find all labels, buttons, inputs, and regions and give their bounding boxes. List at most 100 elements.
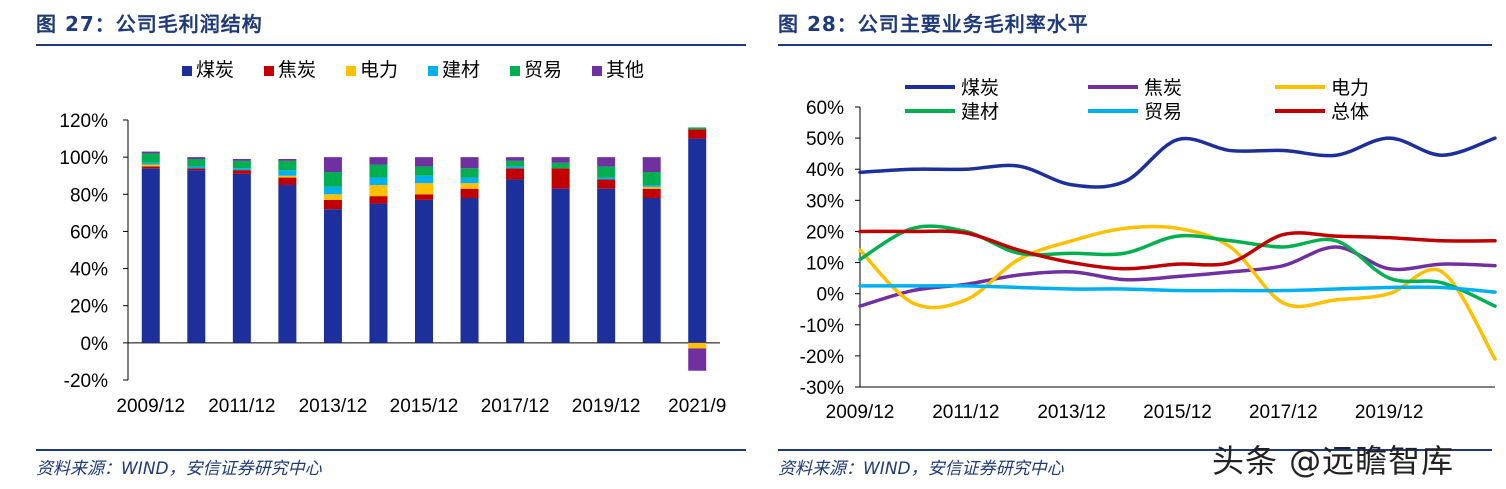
bar-segment-其他-2009/12 — [141, 151, 160, 154]
bar-segment-焦炭-2014/12 — [369, 196, 388, 204]
bar-segment-焦炭-2020/12 — [642, 188, 661, 198]
bar-segment-建材-2019/12 — [597, 177, 616, 180]
bar-segment-贸易-2021/9 — [688, 127, 707, 130]
y-tick-label: -10% — [800, 316, 844, 337]
legend-label-5: 其他 — [606, 59, 644, 81]
x-tick-label: 2015/12 — [1143, 402, 1212, 423]
bar-segment-其他-2010/12 — [187, 157, 206, 159]
legend-label-5: 总体 — [1331, 101, 1369, 123]
bar-segment-焦炭-2017/12 — [506, 168, 525, 180]
y-tick-label: 0% — [81, 334, 109, 355]
bar-segment-建材-2013/12 — [323, 186, 342, 195]
x-tick-label: 2019/12 — [1355, 402, 1424, 423]
series-line-总体 — [858, 229, 1497, 271]
legend-label-3: 建材 — [442, 59, 480, 81]
bar-segment-贸易-2014/12 — [369, 164, 388, 178]
right-chart-panel: 图 28：公司主要业务毛利率水平 煤炭 焦炭 电力 建材 贸易 总体 60% 50% 40% 30… — [770, 0, 1506, 489]
y-tick-label: 0% — [817, 285, 845, 306]
left-title-divider — [36, 44, 746, 46]
x-tick-label: 2017/12 — [1249, 402, 1318, 423]
legend-label-0: 煤炭 — [196, 59, 234, 81]
bar-segment-建材-2012/12 — [278, 170, 297, 176]
bar-segment-煤炭-2014/12 — [369, 203, 388, 343]
bar-segment-其他-2015/12 — [415, 157, 433, 167]
bar-segment-煤炭-2011/12 — [232, 173, 251, 343]
left-source-note: 资料来源：WIND，安信证券研究中心 — [36, 459, 322, 479]
bar-segment-煤炭-2021/9 — [688, 138, 707, 343]
x-tick-label: 2011/12 — [208, 396, 275, 417]
bar-segment-建材-2010/12 — [187, 166, 206, 169]
bar-segment-电力-2020/12 — [642, 186, 661, 189]
left-chart-panel: 图 27：公司毛利润结构 煤炭 焦炭 电力 建材 贸易 其他 120% 100% 80% 60% 4… — [0, 0, 750, 489]
legend-swatch-0 — [182, 66, 192, 76]
y-tick-label: 60% — [70, 222, 108, 243]
right-chart-title: 图 28：公司主要业务毛利率水平 — [778, 12, 1089, 36]
y-tick-label: 50% — [806, 129, 844, 150]
x-tick-label: 2013/12 — [1037, 402, 1106, 423]
bar-segment-其他-2018/12 — [551, 157, 570, 163]
x-tick-label: 2021/9 — [668, 396, 726, 417]
x-tick-label: 2019/12 — [572, 396, 641, 417]
series-line-煤炭 — [858, 136, 1497, 189]
bar-segment-焦炭-2011/12 — [232, 170, 251, 174]
bar-segment-贸易-2019/12 — [597, 166, 616, 178]
bar-segment-贸易-2020/12 — [642, 172, 661, 185]
bar-segment-煤炭-2010/12 — [187, 170, 206, 343]
bar-segment-煤炭-2020/12 — [642, 198, 661, 343]
bar-segment-煤炭-2009/12 — [141, 168, 160, 343]
bar-segment-贸易-2017/12 — [506, 160, 525, 167]
bar-segment-电力-2009/12 — [141, 164, 160, 167]
bar-segment-其他-2020/12 — [642, 157, 661, 172]
bar-segment-焦炭-2018/12 — [551, 168, 570, 189]
y-tick-label: 120% — [59, 111, 108, 132]
y-tick-label: -30% — [800, 378, 844, 399]
watermark: 头条 @远瞻智库 — [1212, 442, 1455, 480]
legend-label-4: 贸易 — [1144, 101, 1182, 123]
bar-segment-贸易-2012/12 — [278, 160, 297, 171]
bar-segment-煤炭-2012/12 — [278, 185, 297, 343]
bar-segment-电力-2021/9 — [688, 342, 707, 349]
left-chart-title: 图 27：公司毛利润结构 — [36, 12, 263, 36]
legend-label-2: 电力 — [1331, 77, 1369, 99]
x-tick-label: 2011/12 — [932, 402, 999, 423]
right-source-note: 资料来源：WIND，安信证券研究中心 — [778, 459, 1064, 479]
x-tick-label: 2015/12 — [390, 396, 459, 417]
bar-segment-焦炭-2015/12 — [415, 194, 433, 200]
y-tick-label: 40% — [70, 260, 108, 281]
bar-segment-煤炭-2016/12 — [460, 198, 479, 343]
x-tick-label: 2009/12 — [116, 396, 185, 417]
legend-swatch-3 — [428, 66, 438, 76]
stacked-bar-chart: 煤炭 焦炭 电力 建材 贸易 其他 120% 100% 80% 60% 40% 20% 0% -20% 20… — [59, 59, 726, 417]
bar-segment-电力-2016/12 — [460, 183, 479, 189]
bar-segment-焦炭-2012/12 — [278, 177, 297, 185]
bar-segment-贸易-2010/12 — [187, 159, 206, 167]
x-tick-label: 2017/12 — [481, 396, 550, 417]
bar-segment-建材-2011/12 — [232, 168, 251, 171]
bar-segment-其他-2021/9 — [688, 348, 707, 371]
bar-segment-电力-2013/12 — [323, 194, 342, 200]
bar-segment-其他-2012/12 — [278, 159, 297, 161]
bar-segment-煤炭-2018/12 — [551, 188, 570, 343]
bar-segment-煤炭-2015/12 — [415, 199, 433, 343]
y-tick-label: 60% — [806, 98, 844, 119]
legend-label-1: 焦炭 — [1144, 77, 1182, 99]
bar-segment-建材-2020/12 — [642, 185, 661, 187]
bar-segment-焦炭-2016/12 — [460, 188, 479, 198]
bar-segment-其他-2011/12 — [232, 159, 251, 161]
bar-segment-其他-2017/12 — [506, 157, 525, 161]
y-tick-label: 20% — [806, 222, 844, 243]
bar-segment-焦炭-2009/12 — [141, 166, 160, 169]
right-title-divider — [778, 44, 1492, 46]
bar-segment-其他-2014/12 — [369, 157, 388, 165]
bar-segment-其他-2016/12 — [460, 157, 479, 169]
legend-swatch-2 — [346, 66, 356, 76]
bar-segment-煤炭-2013/12 — [323, 209, 342, 343]
bar-segment-建材-2017/12 — [506, 166, 525, 169]
bar-segment-其他-2019/12 — [597, 157, 616, 167]
bar-segment-其他-2013/12 — [323, 157, 342, 172]
right-source-divider — [778, 449, 1492, 451]
bar-segment-焦炭-2013/12 — [323, 199, 342, 210]
bar-segment-贸易-2013/12 — [323, 172, 342, 187]
bar-segment-贸易-2009/12 — [141, 153, 160, 163]
